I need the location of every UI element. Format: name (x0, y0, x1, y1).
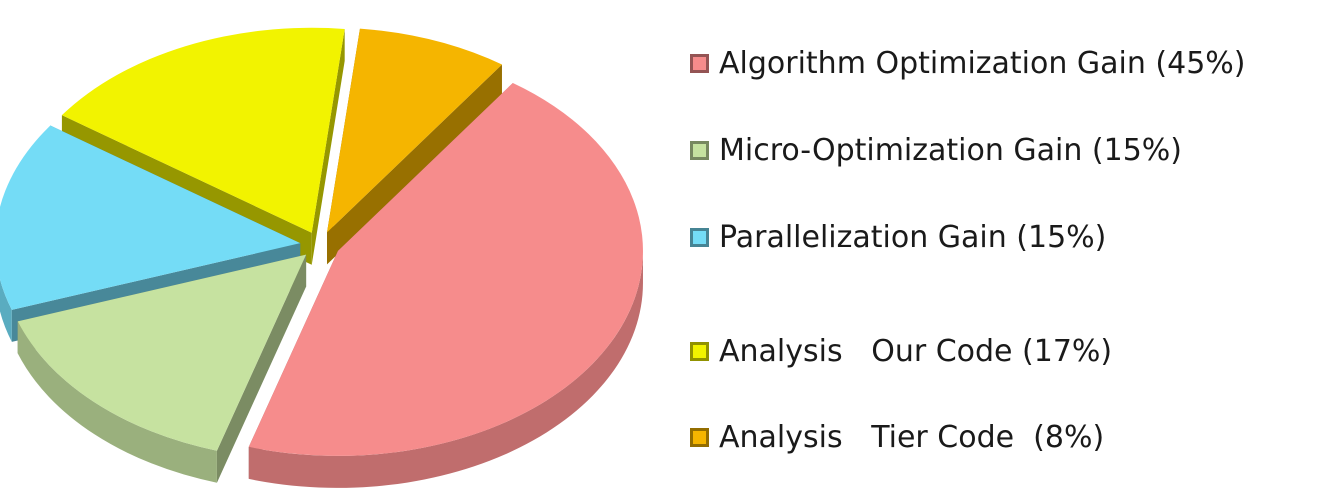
slice-micro-optimization (17, 254, 307, 451)
legend-item-parallelization: Parallelization Gain (15%) (690, 212, 1106, 262)
slice-parallelization-side-0 (0, 279, 12, 342)
legend-label-parallelization: Parallelization Gain (15%) (719, 219, 1107, 255)
slice-analysis-our-code-wall-1 (311, 28, 345, 265)
legend-swatch-analysis-tier-code (690, 427, 709, 447)
slice-parallelization (0, 125, 301, 310)
slice-micro-optimization-side-0 (17, 321, 217, 483)
legend-label-micro-optimization: Micro-Optimization Gain (15%) (719, 132, 1183, 168)
legend-swatch-parallelization (690, 227, 709, 247)
slice-analysis-tier-code (327, 28, 502, 233)
slice-micro-optimization-wall-0 (216, 254, 307, 483)
legend-item-analysis-tier-code: Analysis Tier Code (8%) (690, 412, 1104, 462)
legend-swatch-analysis-our-code (690, 341, 709, 361)
legend-item-algorithm-optimization: Algorithm Optimization Gain (45%) (690, 38, 1246, 88)
legend-swatch-algorithm-optimization (690, 53, 709, 73)
legend-item-analysis-our-code: Analysis Our Code (17%) (690, 326, 1112, 376)
legend-label-algorithm-optimization: Algorithm Optimization Gain (45%) (719, 45, 1246, 81)
legend-swatch-micro-optimization (690, 140, 709, 160)
slices-layer (0, 27, 643, 488)
legend-item-micro-optimization: Micro-Optimization Gain (15%) (690, 125, 1182, 175)
slice-analysis-our-code (61, 27, 345, 233)
legend-label-analysis-our-code: Analysis Our Code (17%) (719, 333, 1113, 369)
slice-algorithm-optimization-side-0 (248, 250, 643, 488)
slice-analysis-tier-code-wall-1 (327, 64, 502, 265)
slice-algorithm-optimization (248, 82, 643, 456)
legend-label-analysis-tier-code: Analysis Tier Code (8%) (719, 419, 1105, 455)
